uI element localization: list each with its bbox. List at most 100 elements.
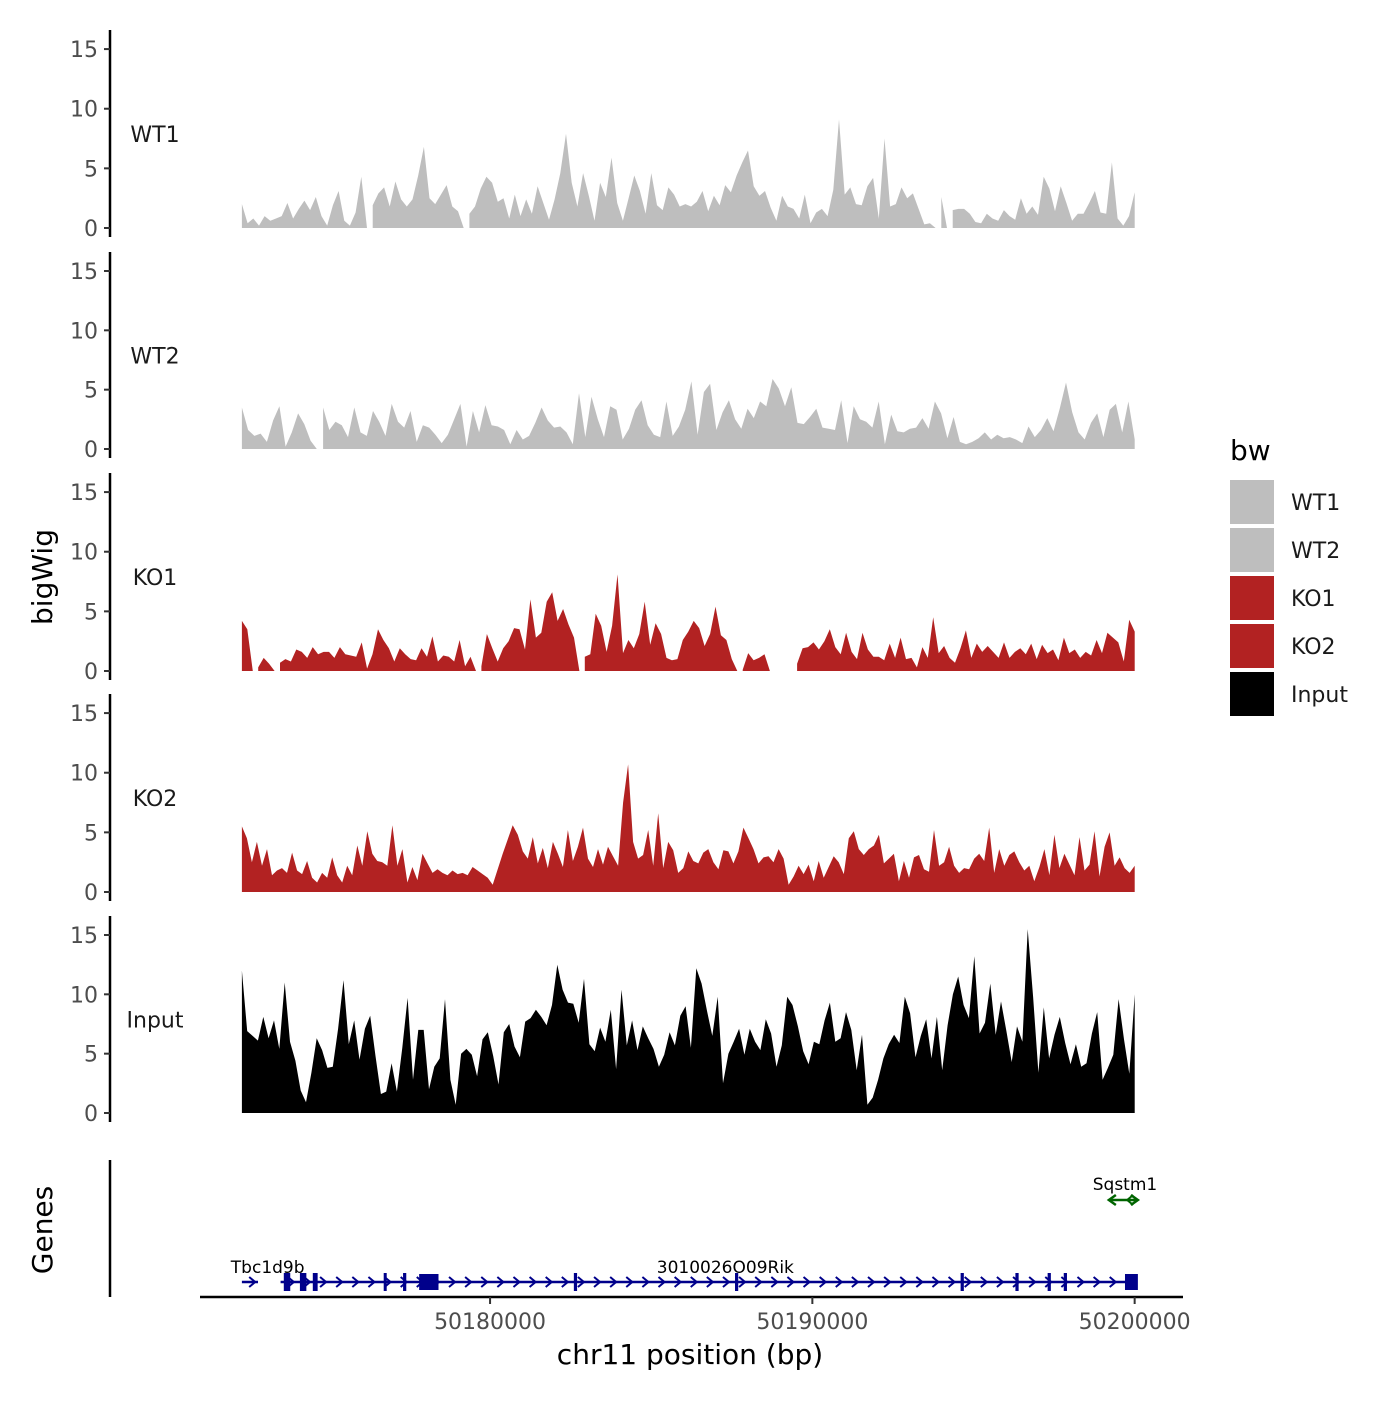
- exon: [735, 1273, 739, 1291]
- y-tick-label: 15: [70, 38, 98, 63]
- y-tick-label: 0: [84, 660, 98, 685]
- legend: bw WT1 WT2 KO1 KO2 Input: [1230, 434, 1348, 716]
- gene-3010026o09rik: 3010026O09Rik: [280, 1258, 1138, 1291]
- y-tick-label: 15: [70, 260, 98, 285]
- strand-arrow: [883, 1276, 892, 1288]
- area-ko1: [241, 574, 1135, 671]
- strand-arrow: [1106, 1193, 1117, 1207]
- strand-arrow: [625, 1276, 634, 1288]
- genes-panel: Tbc1d9b 3010026O09Rik Sqstm1: [108, 1160, 1157, 1297]
- track-wt1: 0 5 10 15 WT1: [70, 30, 1135, 242]
- strand-arrow: [770, 1276, 779, 1288]
- exon: [1047, 1273, 1051, 1291]
- x-axis: 50180000 50190000 50200000: [200, 1295, 1191, 1335]
- y-tick-label: 5: [84, 1043, 98, 1068]
- strand-arrow: [657, 1276, 667, 1288]
- strand-arrow: [593, 1276, 602, 1288]
- gene-label: Tbc1d9b: [230, 1258, 305, 1278]
- exon: [419, 1274, 439, 1290]
- y-axis-title: bigWig: [26, 529, 59, 625]
- strand-arrow: [545, 1276, 554, 1288]
- y-tick-label: 0: [84, 217, 98, 242]
- y-tick-label: 5: [84, 821, 98, 846]
- strand-arrow: [915, 1276, 924, 1288]
- track-ko1: 0 5 10 15 KO1: [70, 473, 1135, 685]
- y-tick-label: 0: [84, 881, 98, 906]
- strand-arrow: [400, 1276, 409, 1288]
- exon: [1063, 1273, 1067, 1291]
- strand-arrow: [1028, 1276, 1037, 1288]
- exon: [960, 1273, 964, 1291]
- strand-arrow: [851, 1276, 860, 1288]
- y-tick-label: 5: [84, 600, 98, 625]
- legend-title: bw: [1230, 434, 1271, 467]
- strand-arrow: [1060, 1276, 1069, 1288]
- y-tick-label: 5: [84, 379, 98, 404]
- legend-key-ko1: [1230, 576, 1274, 620]
- legend-label: KO2: [1291, 635, 1336, 660]
- track-label: KO1: [133, 566, 178, 591]
- strand-arrow: [947, 1276, 957, 1288]
- strand-arrow: [964, 1276, 973, 1288]
- y-tick-label: 5: [84, 157, 98, 182]
- strand-arrow: [996, 1276, 1005, 1288]
- strand-arrow: [802, 1276, 812, 1288]
- exon: [312, 1273, 318, 1291]
- exon: [283, 1273, 291, 1291]
- strand-arrow: [722, 1276, 731, 1288]
- strand-arrow: [248, 1276, 257, 1288]
- strand-arrow: [980, 1276, 989, 1288]
- strand-arrow: [367, 1276, 376, 1288]
- strand-arrow: [351, 1276, 360, 1288]
- strand-arrow: [335, 1276, 344, 1288]
- y-tick-label: 15: [70, 702, 98, 727]
- y-tick-label: 10: [70, 319, 98, 344]
- strand-arrow: [786, 1276, 795, 1288]
- strand-arrow: [319, 1276, 328, 1288]
- area-wt1: [241, 119, 1135, 228]
- exon: [383, 1273, 387, 1291]
- track-label: KO2: [133, 787, 178, 812]
- x-tick-label: 50180000: [434, 1310, 546, 1335]
- legend-label: KO1: [1291, 587, 1336, 612]
- strand-arrow: [819, 1276, 828, 1288]
- legend-key-wt2: [1230, 528, 1274, 572]
- strand-arrow: [673, 1276, 683, 1288]
- strand-arrow: [867, 1276, 876, 1288]
- y-tick-label: 10: [70, 98, 98, 123]
- strand-arrow: [1044, 1276, 1053, 1288]
- area-input: [241, 929, 1135, 1113]
- strand-arrow: [1130, 1193, 1141, 1207]
- exon: [1124, 1274, 1138, 1290]
- exon: [299, 1273, 307, 1291]
- strand-arrow: [931, 1276, 941, 1288]
- strand-arrow: [899, 1276, 908, 1288]
- strand-arrow: [609, 1276, 618, 1288]
- track-ko2: 0 5 10 15 KO2: [70, 694, 1135, 906]
- legend-label: WT1: [1291, 491, 1340, 516]
- y-tick-label: 10: [70, 762, 98, 787]
- legend-key-input: [1230, 672, 1274, 716]
- gene-sqstm1: Sqstm1: [1093, 1175, 1157, 1207]
- exon: [573, 1273, 578, 1291]
- genes-axis-title: Genes: [26, 1186, 59, 1274]
- tracks-layer: 0 5 10 15 WT1 0 5 10 15 WT2 0 5 10 15 KO1 0 5 10 15 KO2 0 5 10…: [70, 30, 1135, 1127]
- strand-arrow: [754, 1276, 763, 1288]
- exon: [403, 1273, 407, 1291]
- y-tick-label: 10: [70, 541, 98, 566]
- x-tick-label: 50190000: [756, 1310, 868, 1335]
- strand-arrow: [706, 1276, 715, 1288]
- y-tick-label: 15: [70, 924, 98, 949]
- track-label: WT2: [130, 345, 179, 370]
- area-ko2: [241, 764, 1135, 892]
- strand-arrow: [528, 1276, 538, 1288]
- x-tick-label: 50200000: [1079, 1310, 1191, 1335]
- exon: [1015, 1273, 1019, 1291]
- strand-arrow: [577, 1276, 586, 1288]
- strand-arrow: [561, 1276, 570, 1288]
- legend-label: WT2: [1291, 539, 1340, 564]
- strand-arrow: [1109, 1276, 1118, 1288]
- strand-arrow: [738, 1276, 747, 1288]
